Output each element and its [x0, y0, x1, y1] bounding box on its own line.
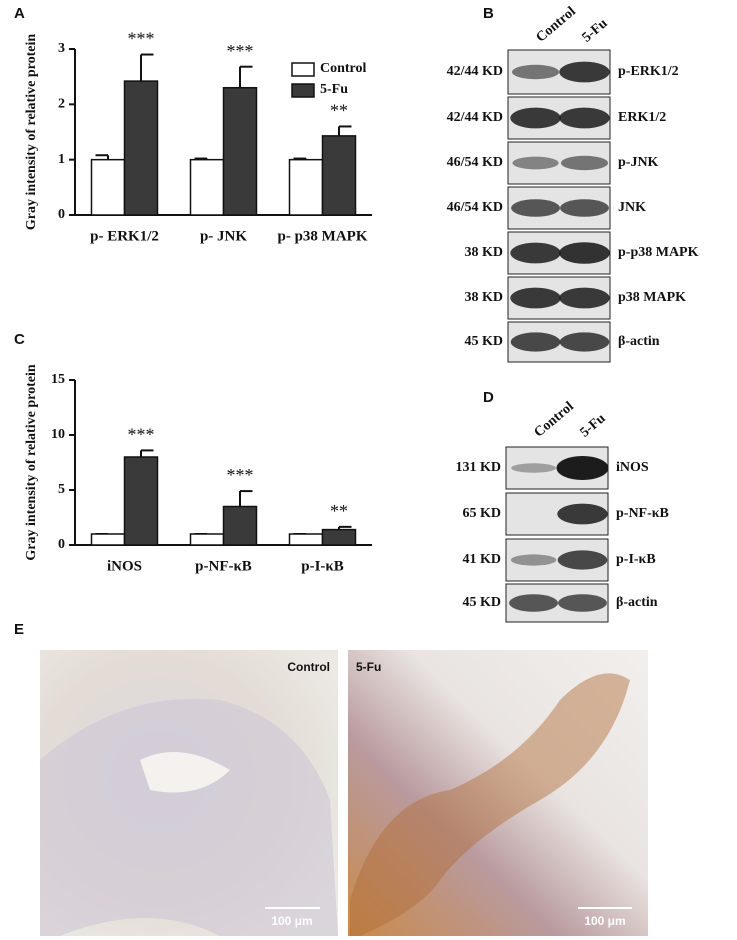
- lane-label: Control: [532, 399, 577, 440]
- blot-band: [510, 107, 561, 129]
- x-tick-label: p- p38 MAPK: [278, 228, 368, 244]
- bar: [90, 533, 126, 546]
- blot-label: p-NF-κB: [616, 506, 669, 521]
- blot-label: β-actin: [616, 595, 658, 610]
- significance: ***: [227, 465, 254, 485]
- blot-label: p-JNK: [618, 155, 659, 170]
- y-tick-label: 0: [58, 207, 65, 222]
- blot-band: [511, 199, 560, 217]
- blot-band: [560, 155, 609, 171]
- x-tick-label: p-NF-κB: [195, 558, 252, 574]
- histology-label: 5-Fu: [356, 660, 381, 674]
- blot-size: 65 KD: [463, 506, 502, 521]
- blot-label: p-I-κB: [616, 552, 656, 567]
- blot-band: [559, 107, 610, 129]
- blot-size: 45 KD: [465, 334, 504, 349]
- y-tick-label: 15: [51, 372, 65, 387]
- histology-image: [348, 650, 648, 936]
- blot-band: [510, 332, 561, 352]
- blot-band: [559, 242, 610, 264]
- blot-size: 46/54 KD: [447, 155, 503, 170]
- tissue: [40, 698, 338, 936]
- bar: [288, 158, 324, 216]
- histology-label: Control: [287, 660, 330, 674]
- bar: [90, 158, 126, 216]
- panel-letter: A: [14, 5, 25, 22]
- panel-letter: C: [14, 331, 25, 348]
- blot-band: [511, 463, 556, 473]
- x-tick-label: p- JNK: [200, 228, 247, 244]
- panel-letter: B: [483, 5, 494, 22]
- x-tick-label: p-I-κB: [301, 558, 344, 574]
- bar: [189, 158, 225, 216]
- blot-band: [560, 199, 609, 217]
- blot-band: [556, 456, 609, 480]
- blot-band: [512, 156, 559, 170]
- blot-size: 46/54 KD: [447, 200, 503, 215]
- blot-band: [559, 332, 610, 352]
- bar: [321, 135, 357, 216]
- bar: [288, 533, 324, 546]
- y-tick-label: 0: [58, 537, 65, 552]
- bar: [189, 533, 225, 546]
- blot-label: iNOS: [616, 460, 649, 475]
- blot-size: 131 KD: [456, 460, 502, 475]
- blot-size: 42/44 KD: [447, 64, 503, 79]
- blot-band: [559, 61, 610, 83]
- blot-band: [558, 594, 607, 612]
- y-tick-label: 2: [58, 97, 65, 112]
- tissue: [350, 673, 630, 936]
- legend-label: 5-Fu: [320, 82, 348, 97]
- blot-size: 41 KD: [463, 552, 502, 567]
- blot-band: [510, 554, 557, 566]
- blot-band: [510, 242, 561, 264]
- blot-band: [557, 503, 608, 525]
- blot-band: [510, 287, 561, 309]
- bar: [222, 505, 258, 546]
- x-tick-label: iNOS: [107, 558, 142, 574]
- y-tick-label: 5: [58, 482, 65, 497]
- blot-size: 38 KD: [465, 245, 504, 260]
- lane-label: Control: [534, 4, 579, 45]
- blot-band: [509, 594, 558, 612]
- blot-band: [511, 64, 560, 80]
- panel-letter: E: [14, 621, 24, 638]
- blot-band: [557, 550, 608, 570]
- blot-label: p-p38 MAPK: [618, 245, 699, 260]
- significance: ***: [128, 29, 155, 49]
- significance: ***: [128, 425, 155, 445]
- legend-label: Control: [320, 61, 367, 76]
- x-tick-label: p- ERK1/2: [90, 228, 159, 244]
- blot-size: 38 KD: [465, 290, 504, 305]
- lane-label: 5-Fu: [579, 16, 610, 46]
- y-axis-label: Gray intensity of relative protein: [24, 364, 39, 560]
- blot-size: 42/44 KD: [447, 110, 503, 125]
- blot-size: 45 KD: [463, 595, 502, 610]
- legend-swatch: [291, 83, 315, 98]
- y-tick-label: 10: [51, 427, 65, 442]
- bar: [222, 86, 258, 216]
- lumen: [140, 752, 230, 793]
- blot-label: β-actin: [618, 334, 660, 349]
- significance: **: [330, 501, 348, 521]
- bar: [321, 528, 357, 546]
- y-axis-label: Gray intensity of relative protein: [24, 34, 39, 230]
- legend-swatch: [291, 62, 315, 77]
- significance: **: [330, 101, 348, 121]
- panel-letter: D: [483, 389, 494, 406]
- bar: [123, 80, 159, 216]
- blot-label: p38 MAPK: [618, 290, 686, 305]
- blot-label: p-ERK1/2: [618, 64, 679, 79]
- blot-label: ERK1/2: [618, 110, 666, 125]
- blot-band: [559, 287, 610, 309]
- scale-label: 100 μm: [271, 914, 312, 928]
- significance: ***: [227, 41, 254, 61]
- y-tick-label: 1: [58, 152, 65, 167]
- blot-label: JNK: [618, 200, 646, 215]
- scale-label: 100 μm: [584, 914, 625, 928]
- lane-label: 5-Fu: [577, 411, 608, 441]
- y-tick-label: 3: [58, 41, 65, 56]
- bar: [123, 456, 159, 546]
